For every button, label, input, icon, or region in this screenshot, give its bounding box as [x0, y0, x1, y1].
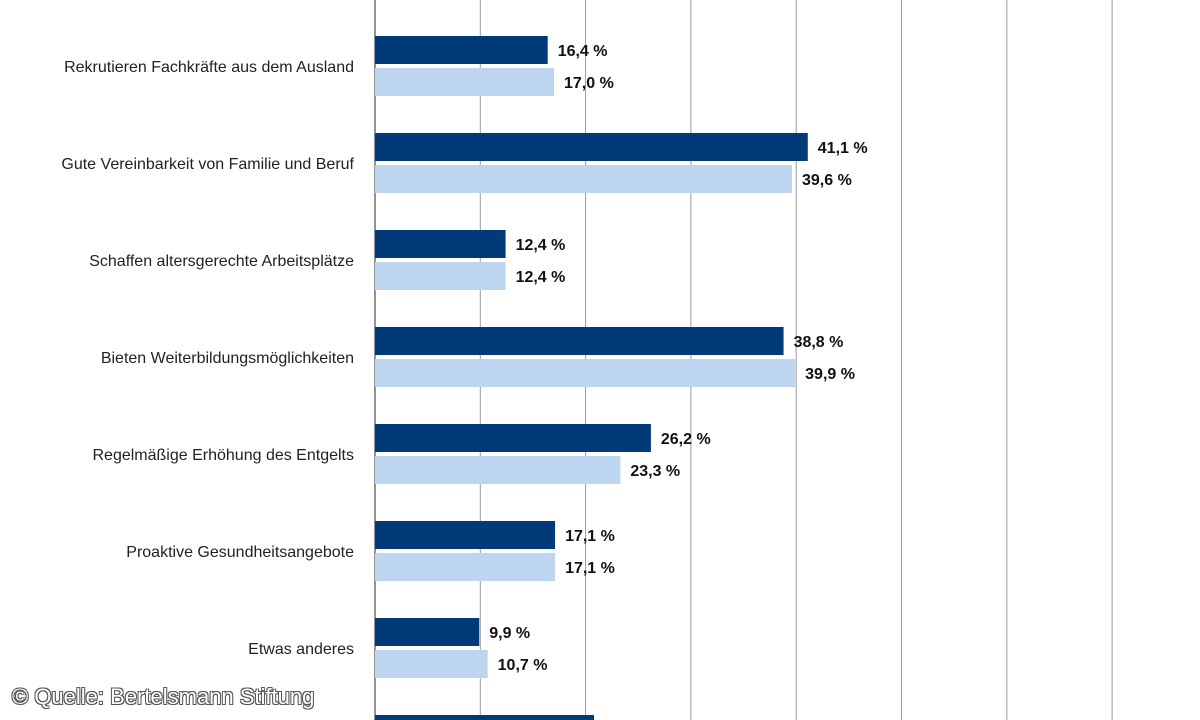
value-label: 16,4 % [558, 43, 608, 60]
labels: Rekrutieren Fachkräfte aus dem Ausland 16… [61, 43, 867, 674]
category-label: Gute Vereinbarkeit von Familie und Beruf [61, 156, 354, 173]
category-label: Schaffen altersgerechte Arbeitsplätze [89, 253, 354, 270]
value-label: 26,2 % [661, 431, 711, 448]
category-label: Rekrutieren Fachkräfte aus dem Ausland [64, 59, 354, 76]
bars [375, 36, 808, 720]
bar-light-6 [375, 650, 488, 678]
bar-light-4 [375, 456, 621, 484]
value-label: 41,1 % [818, 140, 868, 157]
bar-dark-6 [375, 618, 480, 646]
bar-light-0 [375, 68, 555, 96]
bar-dark-3 [375, 327, 784, 355]
category-label: Proaktive Gesundheitsangebote [126, 544, 354, 561]
value-label: 17,0 % [564, 75, 614, 92]
bar-light-1 [375, 165, 792, 193]
value-label: 39,6 % [802, 172, 852, 189]
bar-light-5 [375, 553, 556, 581]
category-label: Etwas anderes [248, 641, 354, 658]
value-label: 38,8 % [794, 334, 844, 351]
source-note: © Quelle: Bertelsmann Stiftung [12, 684, 315, 709]
bar-dark-5 [375, 521, 556, 549]
value-label: 12,4 % [516, 237, 566, 254]
value-label: 39,9 % [805, 366, 855, 383]
gridlines [374, 0, 1113, 720]
bar-dark-1 [375, 133, 808, 161]
bar-light-3 [375, 359, 796, 387]
value-label: 17,1 % [565, 528, 615, 545]
value-label: 9,9 % [489, 625, 530, 642]
value-label: 23,3 % [630, 463, 680, 480]
bar-partial-cutoff [375, 715, 595, 720]
bar-dark-2 [375, 230, 506, 258]
category-label: Bieten Weiterbildungsmöglichkeiten [101, 350, 354, 367]
bar-dark-4 [375, 424, 651, 452]
value-label: 12,4 % [516, 269, 566, 286]
category-label: Regelmäßige Erhöhung des Entgelts [93, 447, 355, 464]
value-label: 10,7 % [498, 657, 548, 674]
value-label: 17,1 % [565, 560, 615, 577]
bar-dark-0 [375, 36, 548, 64]
bar-light-2 [375, 262, 506, 290]
